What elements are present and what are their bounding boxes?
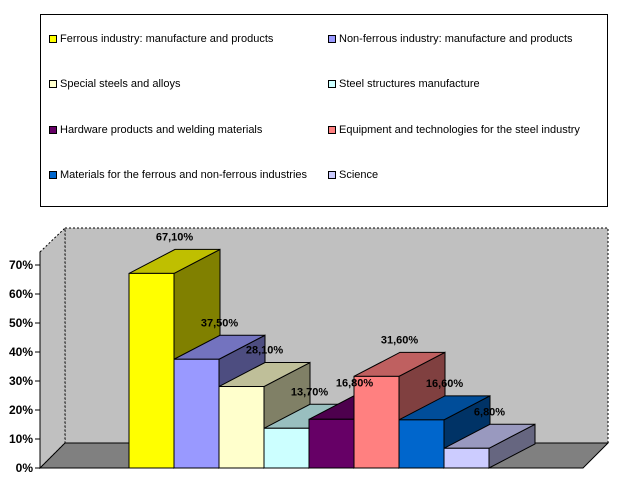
- y-tick-label: 40%: [9, 345, 33, 359]
- bars: [128, 248, 536, 469]
- legend-swatch: [49, 80, 57, 88]
- legend-label: Special steels and alloys: [60, 78, 181, 90]
- legend-label: Steel structures manufacture: [339, 78, 480, 90]
- legend-label: Non-ferrous industry: manufacture and pr…: [339, 33, 573, 45]
- bar-front: [443, 447, 490, 469]
- y-tick-label: 30%: [9, 374, 33, 388]
- legend-item: Non-ferrous industry: manufacture and pr…: [328, 33, 573, 45]
- legend-swatch: [328, 35, 336, 43]
- legend-item: Hardware products and welding materials: [49, 124, 262, 136]
- bar-front: [398, 419, 445, 469]
- data-labels: 67,10% 37,50% 28,10% 13,70% 16,80% 31,60% 16,6…: [156, 231, 505, 418]
- legend-item: Special steels and alloys: [49, 78, 180, 90]
- y-tick-label: 20%: [9, 403, 33, 417]
- plot-left-wall: [39, 226, 66, 470]
- data-label: 16,60%: [426, 378, 464, 390]
- legend-item: Equipment and technologies for the steel…: [328, 124, 580, 136]
- bar-front: [128, 272, 175, 469]
- legend-label: Ferrous industry: manufacture and produc…: [60, 33, 274, 45]
- y-tick-label: 50%: [9, 316, 33, 330]
- data-label: 16,80%: [336, 377, 374, 389]
- data-label: 37,50%: [201, 317, 239, 329]
- y-tick-label: 10%: [9, 432, 33, 446]
- bar-front: [218, 386, 265, 469]
- legend-swatch: [49, 171, 57, 179]
- data-label: 67,10%: [156, 231, 194, 243]
- y-tick-label: 70%: [9, 258, 33, 272]
- legend-item: Materials for the ferrous and non-ferrou…: [49, 169, 307, 181]
- legend-item: Ferrous industry: manufacture and produc…: [49, 33, 273, 45]
- legend-swatch: [328, 80, 336, 88]
- data-label: 13,70%: [291, 386, 329, 398]
- legend-swatch: [49, 35, 57, 43]
- legend-item: Steel structures manufacture: [328, 78, 480, 90]
- bar-front: [173, 358, 220, 469]
- data-label: 31,60%: [381, 334, 419, 346]
- legend-swatch: [49, 126, 57, 134]
- legend-label: Science: [339, 169, 379, 181]
- legend-item: Science: [328, 169, 378, 181]
- bar-front: [308, 418, 355, 469]
- data-label: 28,10%: [246, 345, 284, 357]
- legend-swatch: [328, 126, 336, 134]
- bar-front: [263, 427, 310, 469]
- legend-label: Materials for the ferrous and non-ferrou…: [60, 169, 308, 181]
- bar: [443, 423, 536, 469]
- bar-front: [353, 375, 400, 469]
- legend-label: Equipment and technologies for the steel…: [339, 124, 580, 136]
- legend-swatch: [328, 171, 336, 179]
- legend-label: Hardware products and welding materials: [60, 124, 263, 136]
- y-tick-label: 0%: [16, 461, 34, 475]
- y-axis-ticks: 0% 10% 20% 30% 40% 50% 60% 70%: [9, 258, 40, 475]
- data-label: 6,80%: [474, 406, 505, 418]
- y-tick-label: 60%: [9, 287, 33, 301]
- legend: Ferrous industry: manufacture and produc…: [40, 14, 608, 207]
